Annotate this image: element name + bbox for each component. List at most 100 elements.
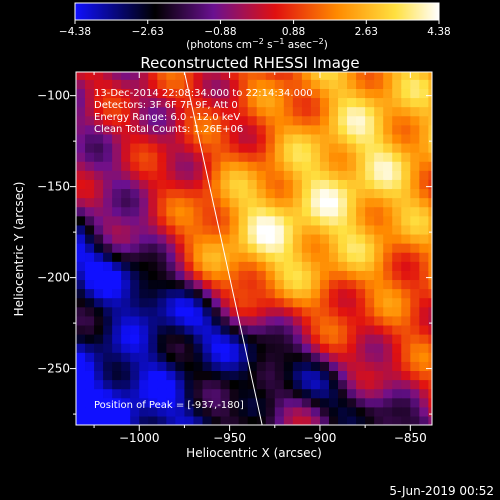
heatmap-cell <box>383 334 393 344</box>
heatmap-cell <box>103 197 113 208</box>
heatmap-cell <box>338 115 348 126</box>
heatmap-cell <box>356 152 366 162</box>
heatmap-cell <box>229 252 240 262</box>
heatmap-cell <box>76 179 86 190</box>
limb-line <box>183 72 263 425</box>
heatmap-cell <box>148 142 158 153</box>
heatmap-cell <box>401 361 411 372</box>
heatmap-cell <box>202 306 213 317</box>
heatmap-cell <box>292 115 303 126</box>
heatmap-cell <box>274 97 285 108</box>
heatmap-cell <box>229 206 240 217</box>
heatmap-cell <box>139 72 149 80</box>
heatmap-cell <box>274 370 285 381</box>
heatmap-cell <box>94 124 104 135</box>
heatmap-cell <box>283 415 294 425</box>
heatmap-cell <box>139 315 149 326</box>
heatmap-cell <box>328 206 339 217</box>
heatmap-cell <box>157 315 167 326</box>
heatmap-cell <box>202 279 213 290</box>
heatmap-cell <box>121 72 131 80</box>
heatmap-cell <box>220 415 231 425</box>
heatmap-cell <box>76 324 86 335</box>
heatmap-cell <box>157 270 167 281</box>
heatmap-cell <box>328 170 339 180</box>
heatmap-cell <box>157 397 167 408</box>
heatmap-cell <box>428 161 432 171</box>
heatmap-cell <box>365 206 375 217</box>
heatmap-cell <box>383 179 393 190</box>
heatmap-cell <box>130 270 140 281</box>
heatmap-cell <box>76 224 86 235</box>
heatmap-cell <box>166 179 176 190</box>
heatmap-cell <box>301 133 312 144</box>
heatmap-cell <box>401 72 411 80</box>
heatmap-cell <box>130 233 140 244</box>
heatmap-cell <box>112 224 122 235</box>
heatmap-cell <box>211 370 222 381</box>
heatmap-cell <box>85 406 95 417</box>
heatmap-cell <box>193 379 204 390</box>
heatmap-cell <box>410 170 420 180</box>
heatmap-cell <box>301 352 312 362</box>
heatmap-cell <box>347 197 357 208</box>
heatmap-cell <box>347 361 357 372</box>
heatmap-cell <box>392 88 402 99</box>
heatmap-cell <box>256 106 267 117</box>
heatmap-cell <box>202 406 213 417</box>
heatmap-cell <box>301 270 312 281</box>
heatmap-cell <box>356 361 366 372</box>
heatmap-cell <box>347 343 357 353</box>
heatmap-cell <box>166 152 176 162</box>
heatmap-cell <box>103 233 113 244</box>
heatmap-cell <box>130 334 140 344</box>
heatmap-cell <box>319 270 330 281</box>
heatmap-cell <box>292 124 303 135</box>
heatmap-cell <box>166 97 176 108</box>
heatmap-cell <box>103 406 113 417</box>
heatmap-cell <box>319 124 330 135</box>
heatmap-cell <box>428 133 432 144</box>
heatmap-cell <box>229 179 240 190</box>
heatmap-cell <box>319 352 330 362</box>
heatmap-cell <box>328 388 339 399</box>
heatmap-cell <box>175 406 186 417</box>
heatmap-cell <box>265 161 276 171</box>
heatmap-cell <box>392 170 402 180</box>
heatmap-cell <box>301 170 312 180</box>
heatmap-cell <box>157 361 167 372</box>
heatmap-cell <box>319 188 330 199</box>
heatmap-cell <box>220 215 231 226</box>
heatmap-cell <box>328 188 339 199</box>
heatmap-cell <box>292 388 303 399</box>
heatmap-cell <box>220 315 231 326</box>
heatmap-cell <box>175 233 186 244</box>
heatmap-cell <box>310 233 321 244</box>
heatmap-cell <box>374 188 384 199</box>
heatmap-cell <box>148 370 158 381</box>
heatmap-cell <box>292 79 303 89</box>
heatmap-cell <box>301 324 312 335</box>
heatmap-cell <box>365 124 375 135</box>
heatmap-cell <box>347 152 357 162</box>
heatmap-cell <box>76 352 86 362</box>
heatmap-cell <box>392 97 402 108</box>
heatmap-cell <box>85 197 95 208</box>
heatmap-cell <box>121 115 131 126</box>
heatmap-cell <box>256 170 267 180</box>
heatmap-cell <box>139 343 149 353</box>
heatmap-cell <box>265 115 276 126</box>
heatmap-cell <box>383 324 393 335</box>
heatmap-cell <box>428 406 432 417</box>
heatmap-cell <box>247 261 258 271</box>
heatmap-cell <box>283 106 294 117</box>
heatmap-cell <box>85 79 95 89</box>
heatmap-cell <box>328 306 339 317</box>
heatmap-cell <box>410 388 420 399</box>
heatmap-cell <box>328 88 339 99</box>
heatmap-cell <box>76 288 86 299</box>
heatmap-cell <box>365 106 375 117</box>
heatmap-cell <box>94 179 104 190</box>
heatmap-cell <box>247 72 258 80</box>
heatmap-cell <box>184 79 195 89</box>
